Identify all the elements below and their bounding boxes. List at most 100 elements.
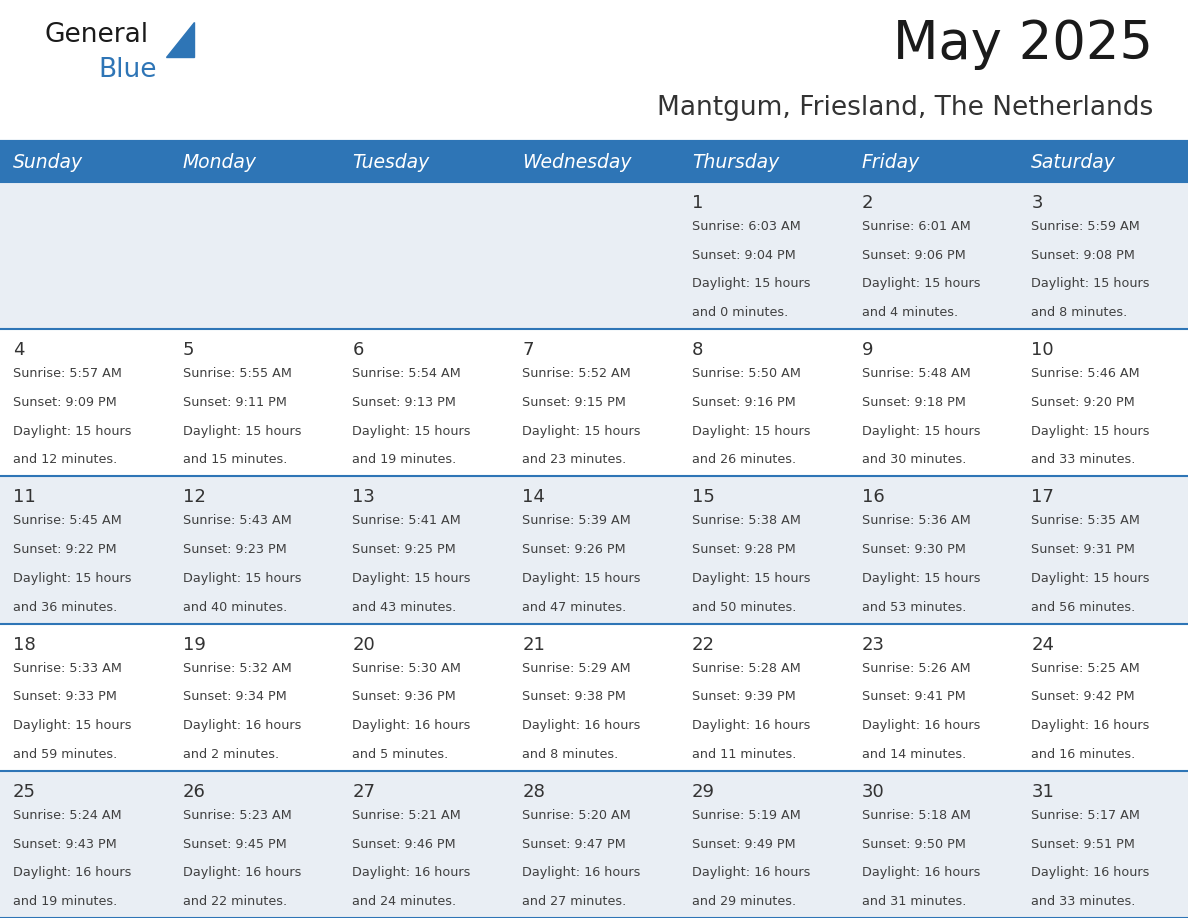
Text: Sunset: 9:30 PM: Sunset: 9:30 PM xyxy=(861,543,966,556)
Text: Sunrise: 5:26 AM: Sunrise: 5:26 AM xyxy=(861,662,971,675)
Text: Daylight: 15 hours: Daylight: 15 hours xyxy=(861,277,980,290)
Text: Sunrise: 5:33 AM: Sunrise: 5:33 AM xyxy=(13,662,122,675)
Text: and 50 minutes.: and 50 minutes. xyxy=(691,600,796,613)
Bar xyxy=(0,142,1188,182)
Text: Daylight: 16 hours: Daylight: 16 hours xyxy=(1031,867,1150,879)
Text: Sunrise: 5:28 AM: Sunrise: 5:28 AM xyxy=(691,662,801,675)
Text: and 14 minutes.: and 14 minutes. xyxy=(861,748,966,761)
Text: and 12 minutes.: and 12 minutes. xyxy=(13,453,118,466)
Text: 24: 24 xyxy=(1031,635,1054,654)
Text: 10: 10 xyxy=(1031,341,1054,359)
Polygon shape xyxy=(166,22,194,57)
Bar xyxy=(0,771,1188,918)
Text: 30: 30 xyxy=(861,783,884,800)
Text: Sunset: 9:25 PM: Sunset: 9:25 PM xyxy=(353,543,456,556)
Text: and 31 minutes.: and 31 minutes. xyxy=(861,895,966,908)
Text: Sunrise: 6:01 AM: Sunrise: 6:01 AM xyxy=(861,220,971,233)
Text: Sunrise: 6:03 AM: Sunrise: 6:03 AM xyxy=(691,220,801,233)
Text: and 4 minutes.: and 4 minutes. xyxy=(861,307,958,319)
Text: and 27 minutes.: and 27 minutes. xyxy=(523,895,626,908)
Text: 23: 23 xyxy=(861,635,885,654)
Text: and 29 minutes.: and 29 minutes. xyxy=(691,895,796,908)
Text: and 40 minutes.: and 40 minutes. xyxy=(183,600,287,613)
Text: and 33 minutes.: and 33 minutes. xyxy=(1031,895,1136,908)
Text: Sunset: 9:36 PM: Sunset: 9:36 PM xyxy=(353,690,456,703)
Text: Daylight: 16 hours: Daylight: 16 hours xyxy=(183,867,301,879)
Text: Sunset: 9:04 PM: Sunset: 9:04 PM xyxy=(691,249,796,262)
Bar xyxy=(0,330,1188,476)
Text: 21: 21 xyxy=(523,635,545,654)
Text: 28: 28 xyxy=(523,783,545,800)
Text: 11: 11 xyxy=(13,488,36,507)
Text: 31: 31 xyxy=(1031,783,1054,800)
Text: Sunrise: 5:48 AM: Sunrise: 5:48 AM xyxy=(861,367,971,380)
Text: and 19 minutes.: and 19 minutes. xyxy=(353,453,456,466)
Text: Sunset: 9:34 PM: Sunset: 9:34 PM xyxy=(183,690,286,703)
Text: Sunset: 9:51 PM: Sunset: 9:51 PM xyxy=(1031,837,1136,851)
Text: 25: 25 xyxy=(13,783,36,800)
Text: Sunrise: 5:39 AM: Sunrise: 5:39 AM xyxy=(523,514,631,528)
Text: May 2025: May 2025 xyxy=(893,18,1154,70)
Text: Sunset: 9:16 PM: Sunset: 9:16 PM xyxy=(691,396,796,409)
Text: and 22 minutes.: and 22 minutes. xyxy=(183,895,286,908)
Text: Sunset: 9:50 PM: Sunset: 9:50 PM xyxy=(861,837,966,851)
Text: Sunrise: 5:30 AM: Sunrise: 5:30 AM xyxy=(353,662,461,675)
Text: Sunrise: 5:46 AM: Sunrise: 5:46 AM xyxy=(1031,367,1140,380)
Text: Daylight: 15 hours: Daylight: 15 hours xyxy=(691,425,810,438)
Text: 13: 13 xyxy=(353,488,375,507)
Text: 1: 1 xyxy=(691,194,703,212)
Text: Daylight: 16 hours: Daylight: 16 hours xyxy=(861,719,980,732)
Text: Sunset: 9:39 PM: Sunset: 9:39 PM xyxy=(691,690,796,703)
Text: 20: 20 xyxy=(353,635,375,654)
Text: and 16 minutes.: and 16 minutes. xyxy=(1031,748,1136,761)
Text: Daylight: 15 hours: Daylight: 15 hours xyxy=(1031,277,1150,290)
Text: Sunday: Sunday xyxy=(13,152,83,172)
Text: Sunset: 9:22 PM: Sunset: 9:22 PM xyxy=(13,543,116,556)
Text: Daylight: 16 hours: Daylight: 16 hours xyxy=(861,867,980,879)
Text: Sunrise: 5:50 AM: Sunrise: 5:50 AM xyxy=(691,367,801,380)
Text: and 56 minutes.: and 56 minutes. xyxy=(1031,600,1136,613)
Text: Mantgum, Friesland, The Netherlands: Mantgum, Friesland, The Netherlands xyxy=(657,95,1154,121)
Text: Sunset: 9:49 PM: Sunset: 9:49 PM xyxy=(691,837,796,851)
Text: Sunrise: 5:24 AM: Sunrise: 5:24 AM xyxy=(13,809,121,822)
Text: Sunrise: 5:38 AM: Sunrise: 5:38 AM xyxy=(691,514,801,528)
Text: Sunrise: 5:55 AM: Sunrise: 5:55 AM xyxy=(183,367,291,380)
Text: Daylight: 16 hours: Daylight: 16 hours xyxy=(353,719,470,732)
Text: and 36 minutes.: and 36 minutes. xyxy=(13,600,118,613)
Text: Sunrise: 5:35 AM: Sunrise: 5:35 AM xyxy=(1031,514,1140,528)
Text: Daylight: 16 hours: Daylight: 16 hours xyxy=(13,867,132,879)
Text: 26: 26 xyxy=(183,783,206,800)
Text: Daylight: 16 hours: Daylight: 16 hours xyxy=(691,867,810,879)
Text: Sunset: 9:26 PM: Sunset: 9:26 PM xyxy=(523,543,626,556)
Bar xyxy=(0,182,1188,330)
Text: Saturday: Saturday xyxy=(1031,152,1117,172)
Text: Sunset: 9:41 PM: Sunset: 9:41 PM xyxy=(861,690,966,703)
Text: Monday: Monday xyxy=(183,152,257,172)
Text: Sunset: 9:06 PM: Sunset: 9:06 PM xyxy=(861,249,966,262)
Text: Sunrise: 5:29 AM: Sunrise: 5:29 AM xyxy=(523,662,631,675)
Text: Daylight: 16 hours: Daylight: 16 hours xyxy=(691,719,810,732)
Bar xyxy=(0,476,1188,623)
Text: Sunrise: 5:59 AM: Sunrise: 5:59 AM xyxy=(1031,220,1140,233)
Text: 8: 8 xyxy=(691,341,703,359)
Text: Sunrise: 5:52 AM: Sunrise: 5:52 AM xyxy=(523,367,631,380)
Text: Sunrise: 5:36 AM: Sunrise: 5:36 AM xyxy=(861,514,971,528)
Text: Daylight: 15 hours: Daylight: 15 hours xyxy=(523,425,640,438)
Text: Daylight: 16 hours: Daylight: 16 hours xyxy=(523,719,640,732)
Text: Sunset: 9:47 PM: Sunset: 9:47 PM xyxy=(523,837,626,851)
Text: Blue: Blue xyxy=(99,57,157,83)
Text: and 43 minutes.: and 43 minutes. xyxy=(353,600,456,613)
Text: and 30 minutes.: and 30 minutes. xyxy=(861,453,966,466)
Text: and 11 minutes.: and 11 minutes. xyxy=(691,748,796,761)
Text: Sunset: 9:28 PM: Sunset: 9:28 PM xyxy=(691,543,796,556)
Text: Sunrise: 5:41 AM: Sunrise: 5:41 AM xyxy=(353,514,461,528)
Text: Friday: Friday xyxy=(861,152,920,172)
Text: Sunset: 9:18 PM: Sunset: 9:18 PM xyxy=(861,396,966,409)
Text: Daylight: 15 hours: Daylight: 15 hours xyxy=(353,572,470,585)
Text: 14: 14 xyxy=(523,488,545,507)
Text: 5: 5 xyxy=(183,341,194,359)
Text: Sunrise: 5:45 AM: Sunrise: 5:45 AM xyxy=(13,514,121,528)
Text: 7: 7 xyxy=(523,341,533,359)
Text: Sunrise: 5:23 AM: Sunrise: 5:23 AM xyxy=(183,809,291,822)
Text: General: General xyxy=(45,22,150,48)
